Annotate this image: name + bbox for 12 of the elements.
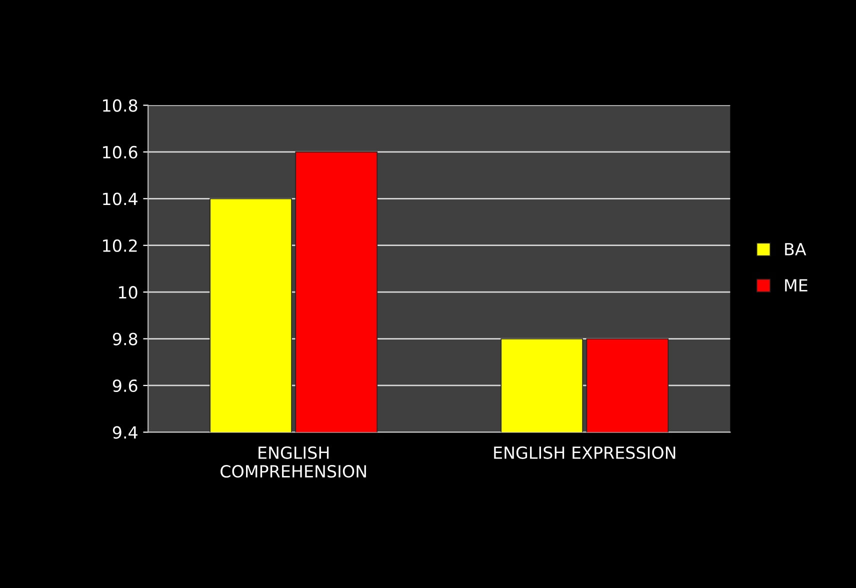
y-tick-label: 9.4 — [112, 426, 138, 439]
legend-label: BA — [785, 243, 806, 256]
y-tick-label: 10 — [118, 286, 138, 299]
legend-label: ME — [785, 279, 808, 292]
y-tick-label: 10.6 — [103, 146, 138, 159]
x-tick-label: ENGLISH COMPREHENSION — [220, 446, 366, 478]
y-tick-label: 10.2 — [103, 239, 137, 252]
y-tick-label: 10.4 — [103, 192, 138, 206]
x-tick-label: ENGLISH EXPRESSION — [494, 446, 676, 459]
y-tick-label: 10.8 — [103, 99, 138, 112]
y-tick-label: 9.8 — [112, 332, 138, 346]
y-tick-label: 9.6 — [112, 379, 138, 392]
